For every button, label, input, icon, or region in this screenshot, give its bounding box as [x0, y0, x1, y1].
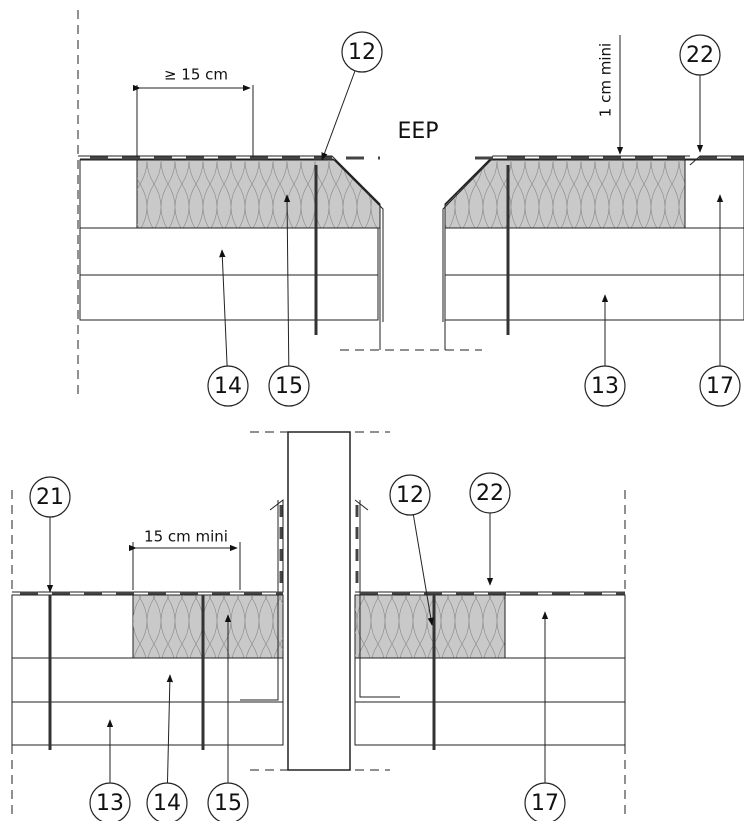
wood-deck	[11, 701, 284, 746]
wool-layer	[79, 227, 379, 276]
leader	[219, 249, 228, 367]
callout-number: 14	[153, 791, 181, 816]
callout-circle	[469, 472, 511, 514]
insulation-hatch	[137, 160, 380, 228]
dimension-text: 15 cm mini	[144, 528, 228, 546]
callout-number: 17	[531, 791, 559, 816]
callout-circle	[679, 34, 721, 76]
callout-circle	[699, 365, 741, 407]
upstand	[240, 500, 400, 701]
callout-circle	[389, 474, 431, 516]
callout-circle	[207, 365, 249, 407]
opening-label: EEP	[397, 119, 438, 144]
insulation-hatch	[355, 595, 505, 658]
callout-circle	[29, 476, 71, 518]
callout-number: 13	[591, 374, 619, 399]
insulation-hatch	[133, 595, 283, 658]
callout-number: 12	[348, 40, 376, 65]
eps-layer	[79, 159, 138, 229]
callout-circle	[524, 782, 566, 821]
clearance-text: 1 cm mini	[597, 43, 615, 117]
dimension-text: ≥ 15 cm	[164, 66, 228, 84]
callout-circle	[89, 782, 131, 821]
leader	[283, 194, 291, 367]
wood-deck	[354, 701, 626, 746]
callout-number: 12	[396, 483, 424, 508]
callout-number: 14	[214, 374, 242, 399]
callout-circle	[146, 782, 188, 821]
callout-number: 21	[36, 485, 64, 510]
callout-circle	[584, 365, 626, 407]
bottom-detail: 15 cm mini	[11, 431, 626, 820]
eps-layer	[684, 159, 744, 229]
callout-circle	[207, 782, 249, 821]
callout-circle	[341, 31, 383, 73]
wool-layer	[354, 657, 626, 703]
insulation-hatch	[445, 160, 685, 228]
dimension-extension	[136, 85, 254, 157]
leader	[412, 514, 434, 626]
callout-circle	[268, 365, 310, 407]
membrane	[78, 155, 744, 350]
wood-deck	[444, 274, 744, 321]
callout-number: 13	[96, 791, 124, 816]
callout-number: 15	[214, 791, 242, 816]
leader	[166, 674, 174, 784]
top-detail: ≥ 15 cm EEP 1 cm mini	[77, 10, 744, 400]
leader	[321, 70, 356, 161]
callout-number: 22	[686, 43, 714, 68]
eps-layer	[504, 594, 626, 659]
callout-number: 17	[706, 374, 734, 399]
wool-layer	[444, 227, 744, 276]
wool-layer	[11, 657, 284, 703]
eps-layer	[11, 594, 134, 659]
dimension-extension	[132, 542, 241, 590]
pipe	[287, 431, 351, 771]
callout-number: 22	[476, 481, 504, 506]
wood-deck	[79, 274, 379, 321]
callout-number: 15	[275, 374, 303, 399]
